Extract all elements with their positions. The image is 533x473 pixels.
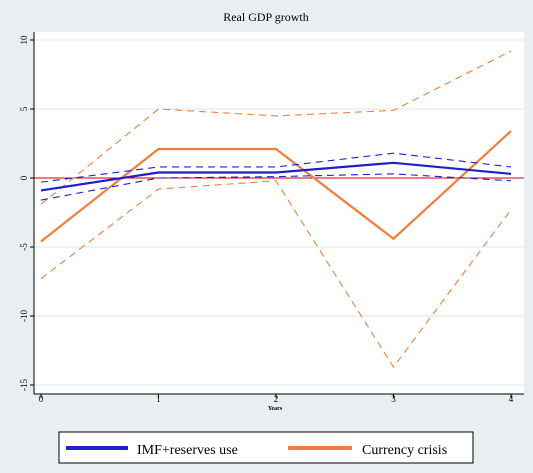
y-tick-label: 5 [19,106,29,111]
plot-area [34,32,524,394]
series-currency-crisis-ci-upper [40,50,512,205]
x-tick-label: 4 [509,394,514,404]
y-ticks: 10 5 0 -5 -10 -15 [19,35,34,391]
y-tick-label: -15 [19,379,29,391]
x-axis-label: Years [268,406,283,412]
x-tick-label: 3 [391,394,396,404]
series-imf-ci-upper [40,152,512,183]
series-imf-line [40,161,512,192]
legend-label-imf: IMF+reserves use [137,443,238,458]
chart-title: Real GDP growth [223,10,309,24]
grid-layer [34,39,524,386]
y-tick-label: 10 [19,35,29,45]
x-tick-label: 0 [39,394,44,404]
series-layer [40,50,512,369]
legend-label-currency-crisis: Currency crisis [362,443,447,458]
series-currency-crisis-line [40,130,512,243]
x-tick-label: 2 [274,394,279,404]
y-tick-label: 0 [19,175,29,180]
y-tick-label: -5 [19,243,29,251]
y-tick-label: -10 [19,310,29,322]
x-ticks: 0 1 2 3 4 [39,394,514,404]
x-tick-label: 1 [156,394,161,404]
legend: IMF+reserves use Currency crisis [58,431,474,464]
series-currency-crisis-ci-lower [40,180,512,369]
